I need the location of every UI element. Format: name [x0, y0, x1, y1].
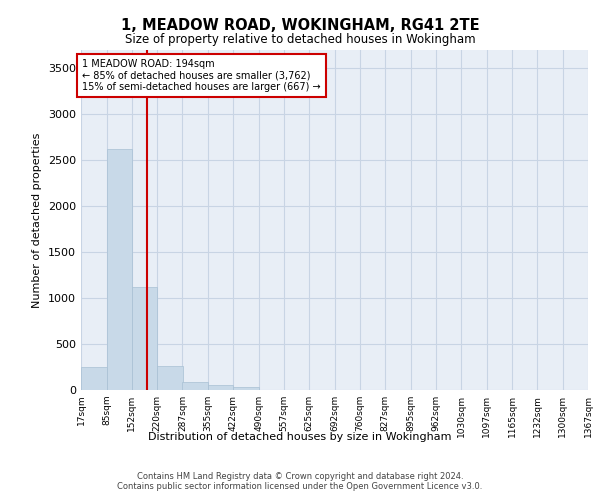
Text: Contains HM Land Registry data © Crown copyright and database right 2024.
Contai: Contains HM Land Registry data © Crown c… [118, 472, 482, 491]
Bar [182, 382, 208, 390]
Bar [81, 367, 107, 390]
Bar [132, 286, 157, 390]
Bar [157, 366, 183, 390]
Text: Size of property relative to detached houses in Wokingham: Size of property relative to detached ho… [125, 32, 475, 46]
Text: Distribution of detached houses by size in Wokingham: Distribution of detached houses by size … [148, 432, 452, 442]
Y-axis label: Number of detached properties: Number of detached properties [32, 132, 43, 308]
Text: 1, MEADOW ROAD, WOKINGHAM, RG41 2TE: 1, MEADOW ROAD, WOKINGHAM, RG41 2TE [121, 18, 479, 32]
Bar [107, 149, 132, 390]
Bar [233, 387, 259, 390]
Text: 1 MEADOW ROAD: 194sqm
← 85% of detached houses are smaller (3,762)
15% of semi-d: 1 MEADOW ROAD: 194sqm ← 85% of detached … [82, 59, 321, 92]
Bar [208, 386, 233, 390]
